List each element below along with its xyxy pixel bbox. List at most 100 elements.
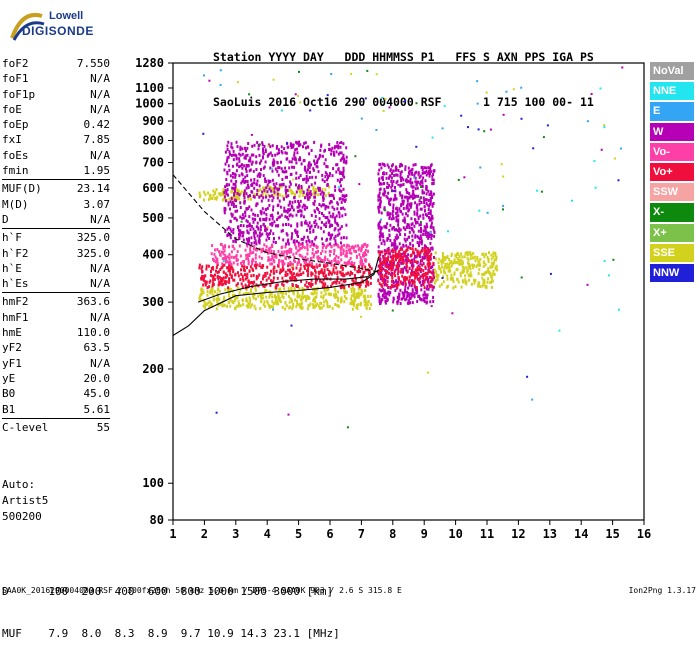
echo-point <box>276 192 279 196</box>
echo-point <box>225 260 227 264</box>
echo-point <box>248 269 251 273</box>
echo-point <box>392 243 395 247</box>
echo-point <box>239 153 242 157</box>
echo-point <box>290 190 293 193</box>
echo-point <box>377 270 380 274</box>
echo-point <box>304 283 307 287</box>
echo-point <box>378 168 381 172</box>
echo-point <box>387 246 390 250</box>
echo-point <box>251 267 254 271</box>
echo-point <box>317 225 320 229</box>
echo-point <box>429 172 431 176</box>
echo-point <box>285 209 288 213</box>
echo-point <box>360 249 363 253</box>
echo-point <box>209 289 212 293</box>
echo-point <box>295 161 298 165</box>
echo-point <box>421 179 424 183</box>
echo-point <box>485 91 488 94</box>
echo-point <box>283 287 286 291</box>
echo-point <box>300 209 303 213</box>
echo-point <box>241 260 244 264</box>
echo-point <box>276 160 279 164</box>
echo-point <box>218 192 221 196</box>
echo-point <box>475 265 478 269</box>
echo-point <box>399 171 402 175</box>
echo-point <box>307 168 309 172</box>
echo-point <box>399 233 402 236</box>
echo-point <box>383 283 386 287</box>
echo-point <box>411 172 414 176</box>
echo-point <box>453 258 456 262</box>
echo-point <box>352 303 355 307</box>
echo-point <box>232 256 235 259</box>
echo-point <box>384 278 387 282</box>
echo-point <box>380 182 383 186</box>
echo-point <box>230 190 233 194</box>
echo-point <box>481 276 484 280</box>
echo-point <box>211 292 214 296</box>
echo-point <box>289 208 292 212</box>
echo-point <box>252 273 255 277</box>
echo-point <box>254 288 257 292</box>
echo-point <box>600 148 603 151</box>
echo-point <box>486 211 489 214</box>
echo-point <box>294 229 297 233</box>
echo-point <box>234 189 236 193</box>
echo-point <box>386 248 389 252</box>
echo-point <box>290 250 293 254</box>
echo-point <box>392 263 395 267</box>
echo-point <box>322 274 325 277</box>
echo-point <box>426 271 429 275</box>
echo-point <box>411 266 414 270</box>
echo-point <box>223 168 226 172</box>
echo-point <box>350 263 353 267</box>
echo-point <box>308 185 311 189</box>
echo-point <box>254 213 257 217</box>
echo-point <box>292 304 295 308</box>
echo-point <box>282 291 285 295</box>
echo-point <box>361 274 364 278</box>
echo-point <box>397 299 400 303</box>
echo-point <box>247 241 250 245</box>
echo-point <box>272 271 275 275</box>
echo-point <box>244 273 246 277</box>
echo-point <box>329 214 332 218</box>
echo-point <box>308 240 311 244</box>
echo-point <box>324 171 327 175</box>
echo-point <box>443 105 446 108</box>
echo-point <box>296 222 299 226</box>
echo-point <box>619 147 622 150</box>
echo-point <box>232 153 235 157</box>
echo-point <box>262 217 265 221</box>
echo-point <box>291 157 294 161</box>
echo-point <box>334 234 337 238</box>
echo-point <box>303 177 306 181</box>
echo-point <box>408 283 411 287</box>
echo-point <box>383 291 386 295</box>
echo-point <box>290 298 293 302</box>
echo-point <box>370 267 373 271</box>
echo-point <box>369 282 372 285</box>
echo-point <box>314 300 317 304</box>
echo-point <box>362 253 364 257</box>
echo-point <box>225 192 228 196</box>
echo-point <box>336 178 339 182</box>
echo-point <box>265 186 268 190</box>
echo-point <box>200 267 203 271</box>
parameter-label: fmin <box>2 164 29 178</box>
echo-point <box>472 256 474 260</box>
echo-point <box>284 301 287 304</box>
echo-point <box>487 260 490 263</box>
echo-point <box>264 193 267 197</box>
echo-point <box>312 242 315 246</box>
echo-point <box>281 269 284 273</box>
echo-point <box>558 329 561 332</box>
echo-point <box>232 293 234 297</box>
echo-point <box>261 248 263 252</box>
echo-point <box>420 237 423 241</box>
echo-point <box>327 292 330 296</box>
auto-program: Artist5 <box>2 494 49 507</box>
echo-point <box>340 207 343 210</box>
echo-point <box>298 190 301 194</box>
echo-point <box>265 218 268 222</box>
